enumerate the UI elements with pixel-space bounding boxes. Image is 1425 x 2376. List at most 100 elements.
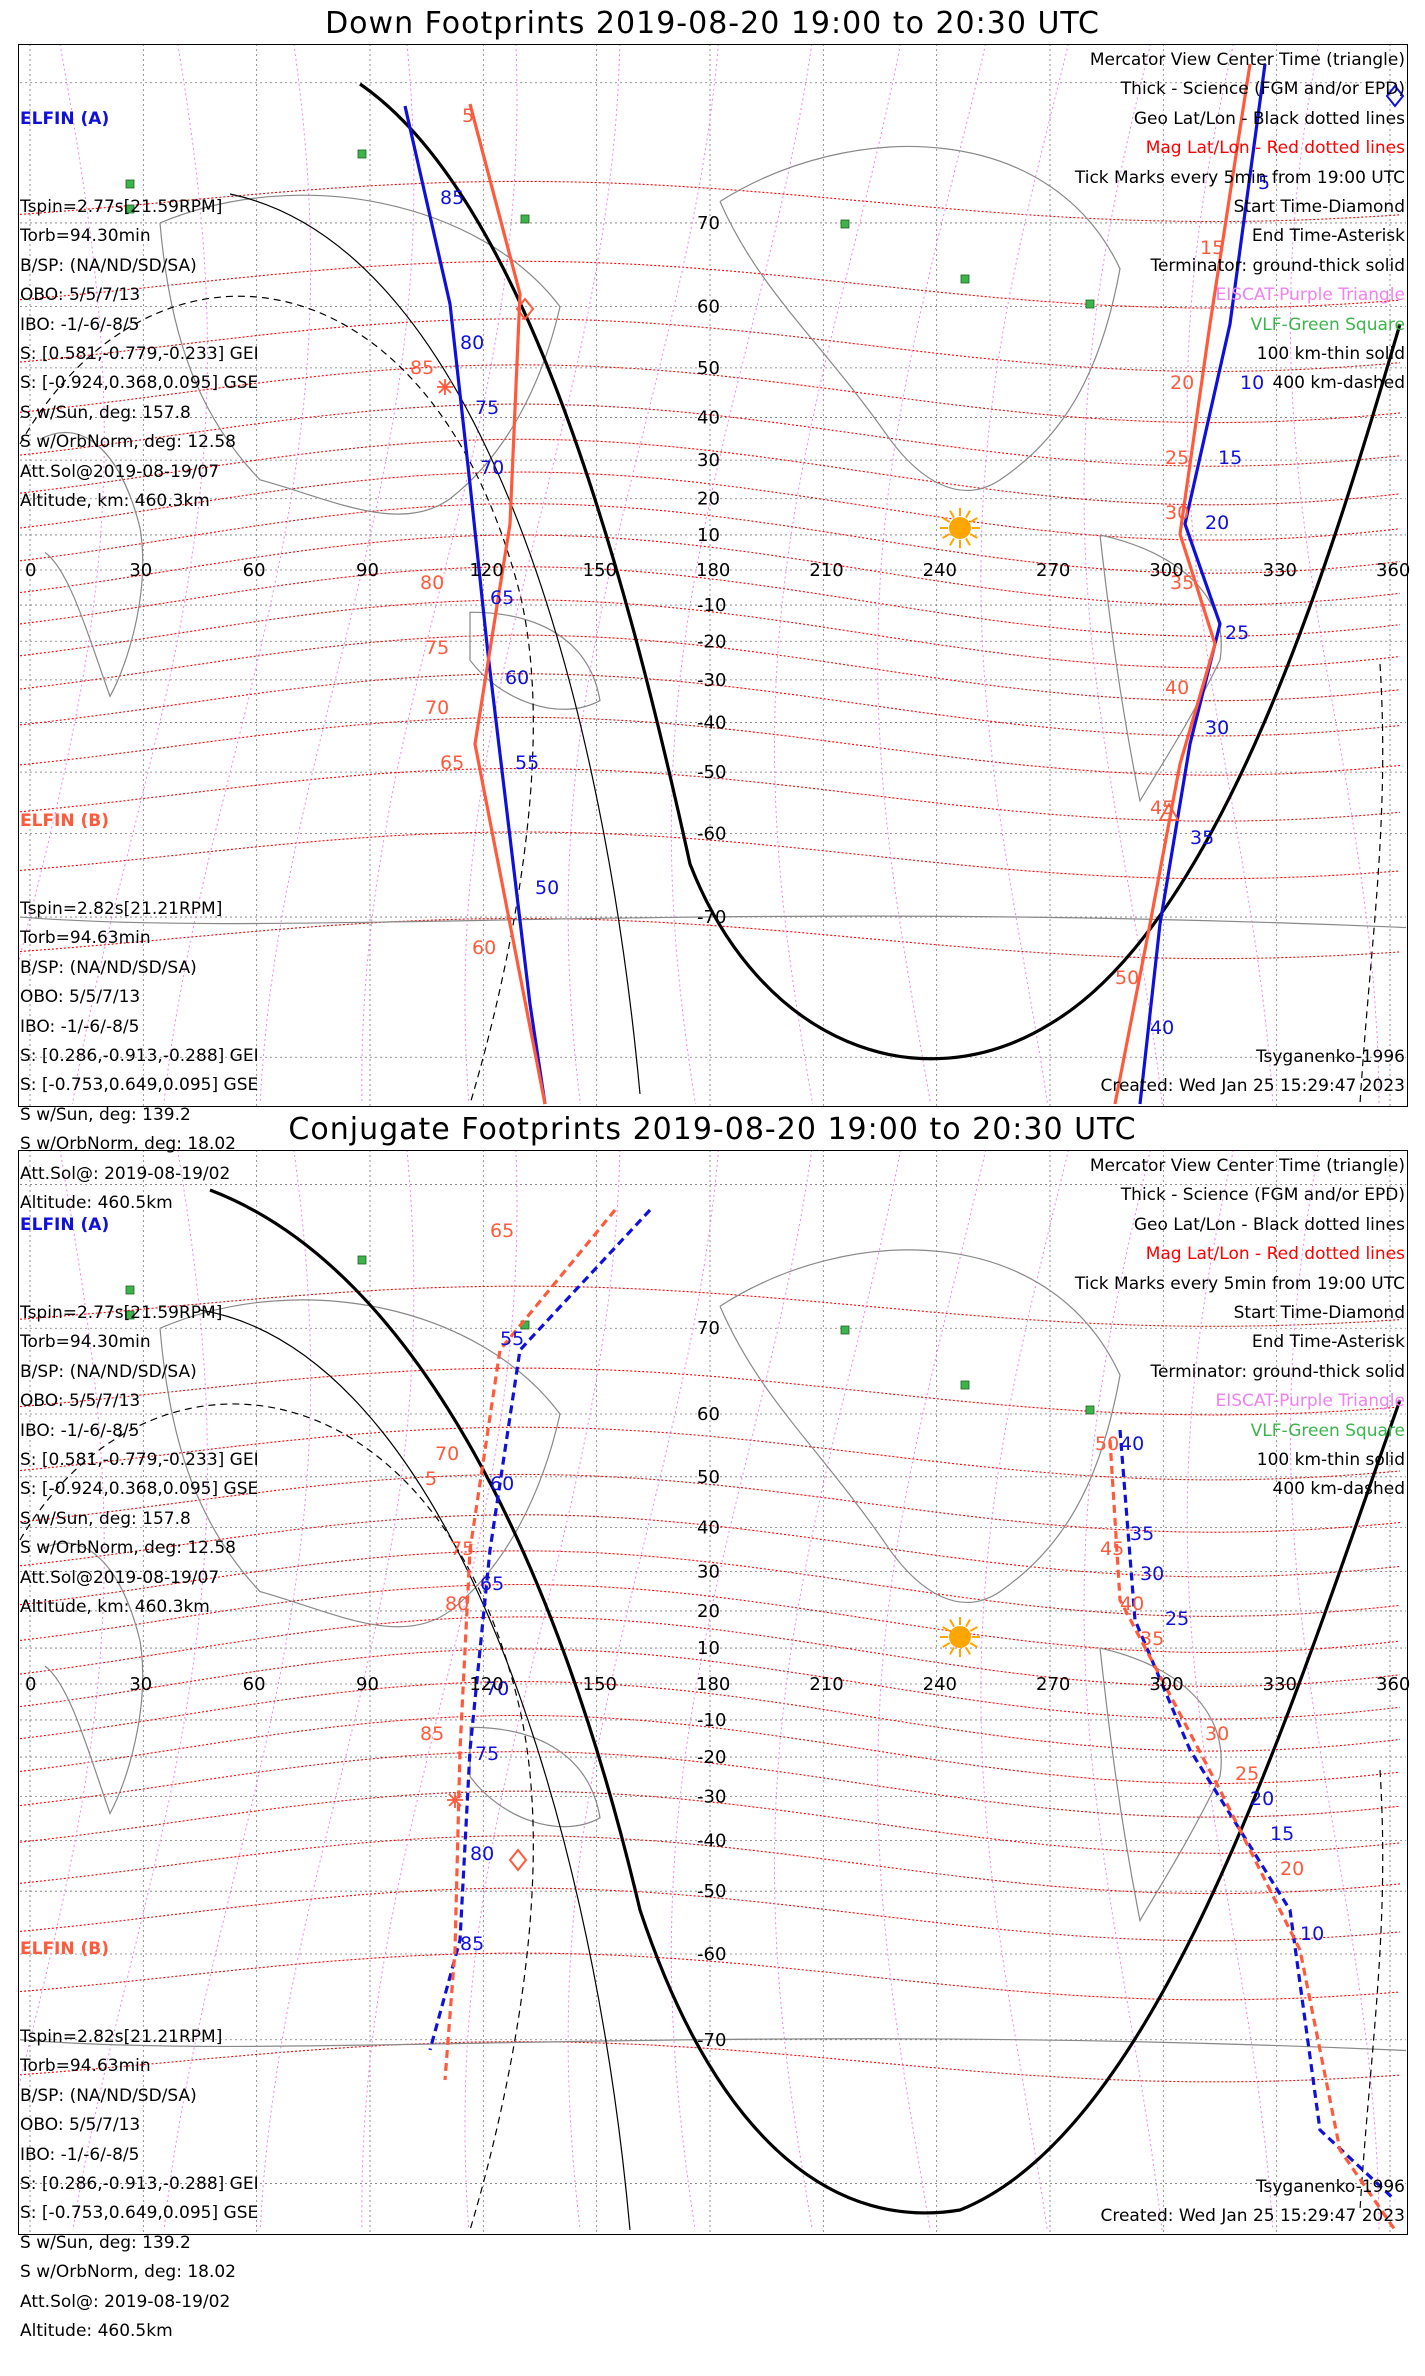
lon-tick-label: 120	[469, 1674, 503, 1695]
sun-ray	[965, 1646, 971, 1655]
sun-ray	[969, 517, 978, 523]
track-b-time-label: 25	[1235, 1763, 1259, 1785]
sun-disc	[949, 517, 971, 539]
legend-entry: 400 km-dashed	[1272, 1479, 1405, 1500]
mag-parallel	[19, 1583, 1401, 1654]
lon-tick-label: 150	[583, 1674, 617, 1695]
sat-a-track	[1118, 1429, 1397, 2202]
sat-b-name: ELFIN (B)	[20, 810, 110, 831]
track-b-time-label: 50	[1095, 1433, 1119, 1455]
vlf-station-icon	[1085, 1405, 1095, 1415]
mag-meridian	[1289, 1151, 1380, 2231]
sun-ray	[969, 1626, 978, 1632]
panel-title-down: Down Footprints 2019-08-20 19:00 to 20:3…	[325, 6, 1100, 41]
mag-parallel	[19, 1426, 1401, 1481]
track-a-time-label: 35	[1130, 1523, 1154, 1545]
track-a-time-label: 10	[1240, 372, 1264, 394]
lon-tick-label: 30	[129, 1674, 152, 1695]
legend-conjugate: Mercator View Center Time (triangle) Thic…	[1075, 1152, 1405, 1505]
legend-entry: EISCAT-Purple Triangle	[1215, 1391, 1405, 1412]
lat-tick-label: -40	[697, 1830, 726, 1851]
track-a-time-label: 85	[460, 1933, 484, 1955]
mag-parallel	[19, 534, 1401, 606]
sun-ray	[949, 1646, 955, 1655]
mag-parallel	[19, 1751, 1401, 1818]
track-a-time-label: 70	[485, 1678, 509, 1700]
vlf-station-icon	[125, 179, 135, 189]
track-a-time-label: 65	[480, 1573, 504, 1595]
mag-parallel	[19, 1473, 1401, 1533]
lat-tick-label: 20	[697, 1601, 720, 1622]
vlf-station-icon	[125, 204, 135, 214]
created-timestamp: Created: Wed Jan 25 15:29:47 2023	[1100, 1076, 1405, 1096]
lat-tick-label: -30	[697, 670, 726, 691]
track-b-time-label: 70	[435, 1443, 459, 1465]
terminator-400km	[1359, 1769, 1384, 2211]
lon-tick-label: 240	[923, 560, 957, 581]
info-line: Tspin=2.82s[21.21RPM]	[20, 899, 223, 920]
lon-tick-label: 120	[469, 560, 503, 581]
track-b-time-label: 5	[462, 105, 474, 127]
coastline	[1099, 1647, 1222, 1923]
vlf-station-icon	[840, 1325, 850, 1335]
mag-meridian	[1289, 45, 1380, 1105]
mag-parallel	[19, 917, 1401, 960]
track-a-time-label: 20	[1205, 512, 1229, 534]
info-line: OBO: 5/5/7/13	[20, 2115, 141, 2136]
info-line: S: [-0.753,0.649,0.095] GSE	[20, 2203, 259, 2224]
legend-entry: Mag Lat/Lon - Red dotted lines	[1145, 138, 1405, 159]
info-line: S w/OrbNorm, deg: 12.58	[20, 432, 237, 453]
center-time-triangle-icon	[1158, 802, 1180, 821]
track-a-time-label: 40	[1150, 1017, 1174, 1039]
mag-meridian	[1083, 1151, 1163, 2231]
mag-parallel	[19, 364, 1401, 424]
map-conjugate: 5556065707580854035302520151056570758085…	[19, 1151, 1410, 2234]
track-b-time-label: 70	[425, 697, 449, 719]
sun-ray	[949, 1619, 955, 1628]
info-line: Att.Sol@2019-08-19/07	[20, 1567, 220, 1588]
vlf-station-icon	[960, 274, 970, 284]
lon-tick-label: 30	[129, 560, 152, 581]
mag-meridian	[774, 45, 901, 1105]
mag-parallel	[19, 1681, 1401, 1752]
map-layer: 5556065707580854035302520151056570758085…	[19, 1151, 1407, 2234]
info-line: S w/OrbNorm, deg: 18.02	[20, 1134, 237, 1155]
sun-disc	[949, 1626, 971, 1648]
track-b-time-label: 75	[425, 637, 449, 659]
track-a-time-label: 30	[1140, 1563, 1164, 1585]
start-time-diamond-icon	[1385, 84, 1405, 108]
mag-meridian	[259, 45, 415, 1105]
info-line: Att.Sol@2019-08-19/07	[20, 461, 220, 482]
mag-meridian	[1083, 45, 1163, 1105]
mag-parallel	[19, 438, 1401, 506]
info-line: Tspin=2.82s[21.21RPM]	[20, 2027, 223, 2048]
lon-tick-label: 60	[243, 560, 266, 581]
mag-parallel	[19, 1887, 1401, 1942]
terminator-ground	[359, 82, 1402, 1061]
legend-entry: End Time-Asterisk	[1251, 1332, 1405, 1353]
mag-parallel	[19, 1714, 1401, 1785]
created-timestamp: Created: Wed Jan 25 15:29:47 2023	[1100, 2206, 1405, 2226]
lat-tick-label: 70	[697, 1318, 720, 1339]
info-line: B/SP: (NA/ND/SD/SA)	[20, 957, 197, 978]
lon-tick-label: 210	[809, 560, 843, 581]
lat-tick-label: -40	[697, 713, 726, 734]
lon-tick-label: 0	[25, 1674, 36, 1695]
mag-parallel	[19, 471, 1401, 541]
legend-entry: Terminator: ground-thick solid	[1150, 1361, 1405, 1382]
mag-parallel	[19, 260, 1401, 309]
vlf-station-icon	[357, 1255, 367, 1265]
info-line: Torb=94.30min	[20, 1332, 151, 1353]
track-b-time-label: 65	[440, 752, 464, 774]
coastline	[469, 1726, 601, 1828]
mag-meridian	[464, 1151, 621, 2231]
track-a-time-label: 35	[1190, 827, 1214, 849]
map-canvas: 8580757065605550510152025303540585807570…	[19, 45, 1410, 2234]
track-b-time-label: 65	[490, 1220, 514, 1242]
mag-parallel	[19, 180, 1401, 223]
lat-tick-label: -30	[697, 1787, 726, 1808]
mag-meridian	[19, 1151, 105, 2088]
track-a-time-label: 55	[515, 752, 539, 774]
sat-b-track	[468, 103, 547, 1105]
sat-a-name: ELFIN (A)	[20, 1214, 110, 1235]
